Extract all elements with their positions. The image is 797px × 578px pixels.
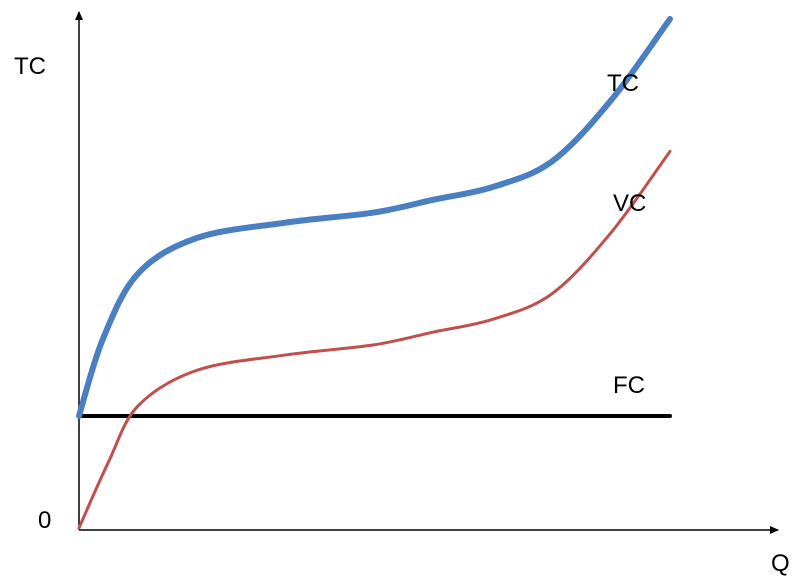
series-label-fc: FC <box>613 372 645 399</box>
series-label-vc: VC <box>613 190 646 217</box>
x-axis-label: Q <box>771 550 790 577</box>
series-label-tc: TC <box>607 70 639 97</box>
series-line-tc <box>76 16 673 420</box>
y-axis-label: TC <box>14 53 46 80</box>
origin-label: 0 <box>38 507 51 534</box>
curves-layer <box>76 16 673 530</box>
series-line-vc <box>77 149 672 530</box>
